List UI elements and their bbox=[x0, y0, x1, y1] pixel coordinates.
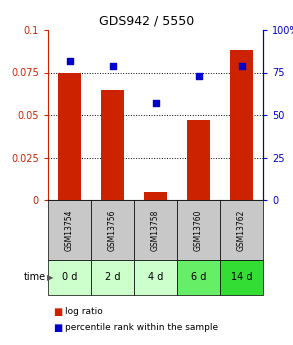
Bar bbox=[101, 89, 124, 200]
Bar bbox=[230, 50, 253, 200]
Bar bbox=[48, 260, 91, 295]
Text: 2 d: 2 d bbox=[105, 273, 120, 283]
Text: percentile rank within the sample: percentile rank within the sample bbox=[65, 324, 218, 333]
Text: GDS942 / 5550: GDS942 / 5550 bbox=[99, 15, 194, 28]
Text: GSM13756: GSM13756 bbox=[108, 209, 117, 251]
Bar bbox=[220, 260, 263, 295]
Bar bbox=[134, 260, 177, 295]
Text: ▶: ▶ bbox=[47, 273, 54, 282]
Text: GSM13754: GSM13754 bbox=[65, 209, 74, 251]
Text: GSM13762: GSM13762 bbox=[237, 209, 246, 251]
Text: ■: ■ bbox=[53, 307, 62, 317]
Text: 4 d: 4 d bbox=[148, 273, 163, 283]
Bar bbox=[177, 260, 220, 295]
Point bbox=[196, 73, 201, 79]
Bar bbox=[48, 200, 91, 260]
Point bbox=[110, 63, 115, 68]
Bar bbox=[144, 191, 167, 200]
Text: 14 d: 14 d bbox=[231, 273, 252, 283]
Bar bbox=[58, 72, 81, 200]
Point bbox=[153, 100, 158, 106]
Bar bbox=[134, 200, 177, 260]
Text: time: time bbox=[24, 273, 46, 283]
Bar bbox=[220, 200, 263, 260]
Text: 0 d: 0 d bbox=[62, 273, 77, 283]
Bar bbox=[91, 200, 134, 260]
Text: ■: ■ bbox=[53, 323, 62, 333]
Text: 6 d: 6 d bbox=[191, 273, 206, 283]
Text: GSM13758: GSM13758 bbox=[151, 209, 160, 251]
Text: GSM13760: GSM13760 bbox=[194, 209, 203, 251]
Text: log ratio: log ratio bbox=[65, 307, 103, 316]
Point bbox=[67, 58, 72, 63]
Point bbox=[239, 63, 244, 68]
Bar bbox=[177, 200, 220, 260]
Bar bbox=[91, 260, 134, 295]
Bar bbox=[187, 120, 210, 200]
